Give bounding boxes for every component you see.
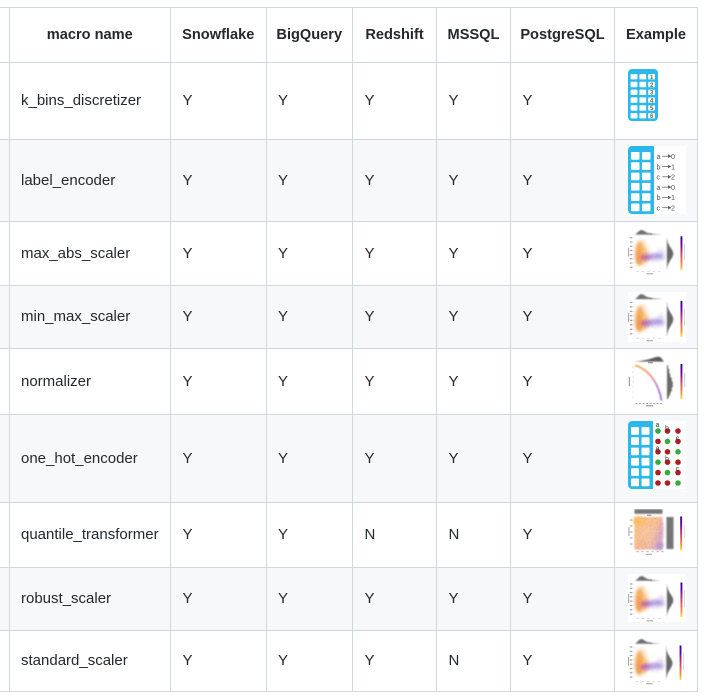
svg-text:a: a (657, 152, 661, 161)
svg-text:a: a (656, 446, 660, 453)
svg-text:b: b (665, 426, 669, 433)
svg-text:c: c (676, 466, 680, 473)
svg-text:c: c (657, 172, 661, 181)
svg-text:b: b (665, 456, 669, 463)
svg-text:0: 0 (671, 152, 675, 161)
svg-text:4: 4 (650, 98, 654, 104)
svg-text:3: 3 (650, 91, 654, 97)
svg-text:1: 1 (671, 193, 675, 202)
svg-text:0: 0 (671, 182, 675, 191)
svg-text:1: 1 (650, 75, 654, 81)
svg-text:a: a (657, 182, 661, 191)
svg-text:c: c (657, 203, 661, 212)
svg-text:2: 2 (650, 83, 654, 89)
svg-text:b: b (657, 193, 661, 202)
svg-text:5: 5 (650, 106, 654, 112)
svg-text:6: 6 (650, 114, 654, 120)
svg-text:c: c (676, 436, 680, 443)
svg-text:1: 1 (671, 162, 675, 171)
svg-text:2: 2 (671, 203, 675, 212)
svg-text:b: b (657, 162, 661, 171)
svg-text:2: 2 (671, 172, 675, 181)
svg-text:a: a (656, 422, 660, 429)
